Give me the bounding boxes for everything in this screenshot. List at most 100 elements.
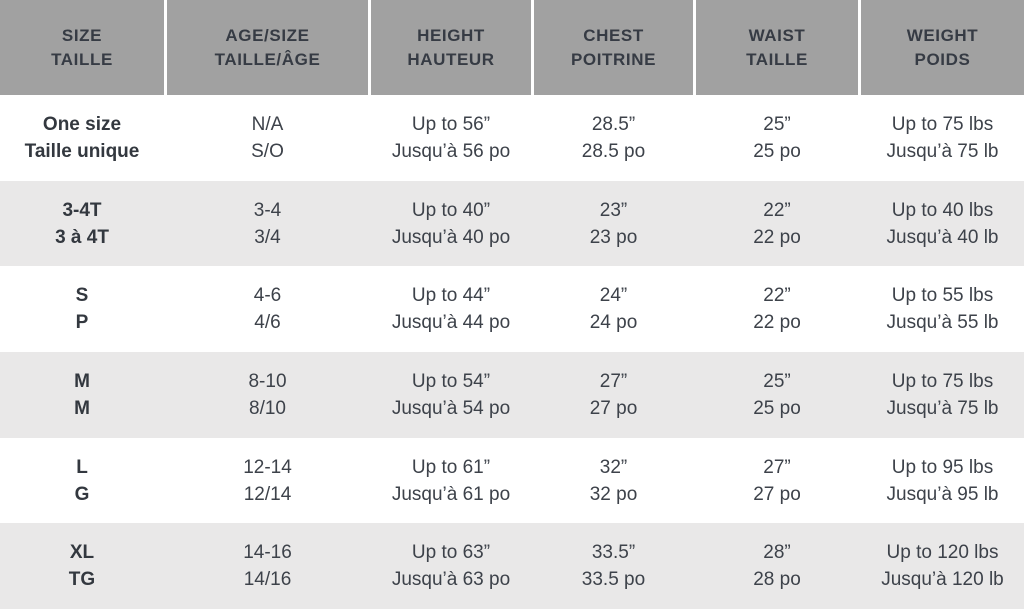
cell-line-fr: 24 po (589, 312, 638, 334)
header-label-fr: POIDS (914, 50, 971, 69)
table-cell-weight: Up to 95 lbs Jusqu’à 95 lb (861, 438, 1024, 524)
header-label-en: WEIGHT (906, 26, 979, 45)
table-cell-weight: Up to 75 lbs Jusqu’à 75 lb (861, 95, 1024, 181)
cell-line-fr: Jusqu’à 63 po (391, 569, 511, 591)
table-cell-weight: Up to 55 lbs Jusqu’à 55 lb (861, 266, 1024, 352)
table-cell-weight: Up to 40 lbs Jusqu’à 40 lb (861, 181, 1024, 267)
table-cell-size: One size Taille unique (0, 95, 164, 181)
cell-line-fr: 25 po (753, 397, 801, 419)
header-cell-weight: WEIGHT POIDS (861, 0, 1024, 95)
cell-line-en: 27” (763, 456, 791, 478)
cell-line-en: 25” (763, 370, 791, 392)
cell-line-en: Up to 40” (411, 199, 491, 221)
header-label-en: SIZE (61, 26, 103, 45)
header-cell-age-size: AGE/SIZE TAILLE/ÂGE (167, 0, 368, 95)
cell-line-en: Up to 44” (411, 285, 491, 307)
table-cell-age-size: 8-10 8/10 (167, 352, 368, 438)
header-cell-height: HEIGHT HAUTEUR (371, 0, 531, 95)
table-cell-waist: 27” 27 po (696, 438, 858, 524)
header-label-fr: TAILLE (746, 50, 808, 69)
header-cell-size: SIZE TAILLE (0, 0, 164, 95)
cell-line-fr: Jusqu’à 56 po (391, 140, 511, 162)
cell-line-en: One size (42, 113, 122, 135)
cell-line-fr: Jusqu’à 55 lb (886, 312, 999, 334)
table-cell-size: L G (0, 438, 164, 524)
cell-line-en: 14-16 (243, 542, 292, 564)
cell-line-fr: Jusqu’à 40 po (391, 226, 511, 248)
cell-line-en: 28” (763, 542, 791, 564)
table-cell-chest: 28.5” 28.5 po (534, 95, 693, 181)
table-cell-height: Up to 56” Jusqu’à 56 po (371, 95, 531, 181)
table-cell-size: XL TG (0, 523, 164, 609)
table-cell-weight: Up to 75 lbs Jusqu’à 75 lb (861, 352, 1024, 438)
cell-line-fr: 14/16 (243, 569, 292, 591)
table-cell-age-size: N/A S/O (167, 95, 368, 181)
cell-line-fr: 28.5 po (581, 140, 646, 162)
table-cell-age-size: 14-16 14/16 (167, 523, 368, 609)
table-cell-age-size: 12-14 12/14 (167, 438, 368, 524)
cell-line-en: 22” (763, 285, 791, 307)
cell-line-en: 23” (599, 199, 628, 221)
cell-line-fr: 27 po (753, 483, 801, 505)
cell-line-en: 22” (763, 199, 791, 221)
table-cell-waist: 25” 25 po (696, 352, 858, 438)
cell-line-fr: 28 po (753, 569, 801, 591)
cell-line-en: Up to 61” (411, 456, 491, 478)
cell-line-fr: Jusqu’à 75 lb (886, 397, 999, 419)
table-row-xl: XL TG 14-16 14/16 Up to 63” Jusqu’à 63 p… (0, 523, 1024, 609)
cell-line-en: 27” (599, 370, 628, 392)
cell-line-en: 3-4 (253, 199, 282, 221)
table-row-3-4t: 3-4T 3 à 4T 3-4 3/4 Up to 40” Jusqu’à 40… (0, 180, 1024, 267)
cell-line-fr: 23 po (589, 226, 638, 248)
table-cell-size: 3-4T 3 à 4T (0, 181, 164, 267)
header-label-fr: TAILLE (51, 50, 113, 69)
cell-line-fr: 3 à 4T (55, 226, 109, 248)
header-label-en: AGE/SIZE (225, 26, 310, 45)
cell-line-en: Up to 75 lbs (891, 370, 994, 392)
table-cell-height: Up to 61” Jusqu’à 61 po (371, 438, 531, 524)
cell-line-en: 24” (599, 285, 628, 307)
header-label-en: WAIST (748, 26, 806, 45)
cell-line-en: XL (69, 542, 95, 564)
table-cell-waist: 22” 22 po (696, 266, 858, 352)
table-cell-height: Up to 44” Jusqu’à 44 po (371, 266, 531, 352)
table-cell-size: M M (0, 352, 164, 438)
cell-line-fr: 32 po (589, 483, 638, 505)
header-label-fr: TAILLE/ÂGE (214, 50, 321, 69)
table-cell-chest: 24” 24 po (534, 266, 693, 352)
table-cell-waist: 25” 25 po (696, 95, 858, 181)
cell-line-en: Up to 120 lbs (886, 542, 999, 564)
cell-line-en: Up to 40 lbs (891, 199, 994, 221)
cell-line-fr: Jusqu’à 75 lb (886, 140, 999, 162)
table-cell-height: Up to 54” Jusqu’à 54 po (371, 352, 531, 438)
cell-line-en: S (75, 285, 89, 307)
cell-line-fr: 4/6 (254, 312, 281, 334)
cell-line-fr: 8/10 (249, 397, 286, 419)
cell-line-en: 8-10 (248, 370, 287, 392)
cell-line-fr: Jusqu’à 40 lb (886, 226, 999, 248)
table-cell-height: Up to 63” Jusqu’à 63 po (371, 523, 531, 609)
cell-line-en: Up to 54” (411, 370, 491, 392)
cell-line-en: 32” (599, 456, 628, 478)
cell-line-fr: Jusqu’à 44 po (391, 312, 511, 334)
cell-line-en: L (76, 456, 88, 478)
table-cell-chest: 27” 27 po (534, 352, 693, 438)
table-header-row: SIZE TAILLE AGE/SIZE TAILLE/ÂGE HEIGHT H… (0, 0, 1024, 95)
cell-line-fr: 33.5 po (581, 569, 646, 591)
cell-line-en: N/A (251, 113, 284, 135)
cell-line-fr: Jusqu’à 61 po (391, 483, 511, 505)
cell-line-fr: TG (68, 569, 96, 591)
table-row-one-size: One size Taille unique N/A S/O Up to 56”… (0, 95, 1024, 181)
table-cell-size: S P (0, 266, 164, 352)
cell-line-fr: 22 po (753, 226, 801, 248)
table-cell-height: Up to 40” Jusqu’à 40 po (371, 181, 531, 267)
cell-line-en: Up to 63” (411, 542, 491, 564)
cell-line-en: 3-4T (62, 199, 102, 221)
table-row-s: S P 4-6 4/6 Up to 44” Jusqu’à 44 po 24” … (0, 266, 1024, 353)
cell-line-fr: P (75, 312, 89, 334)
cell-line-en: M (74, 370, 90, 392)
cell-line-fr: S/O (251, 140, 284, 162)
cell-line-en: Up to 75 lbs (891, 113, 994, 135)
cell-line-fr: 3/4 (254, 226, 281, 248)
